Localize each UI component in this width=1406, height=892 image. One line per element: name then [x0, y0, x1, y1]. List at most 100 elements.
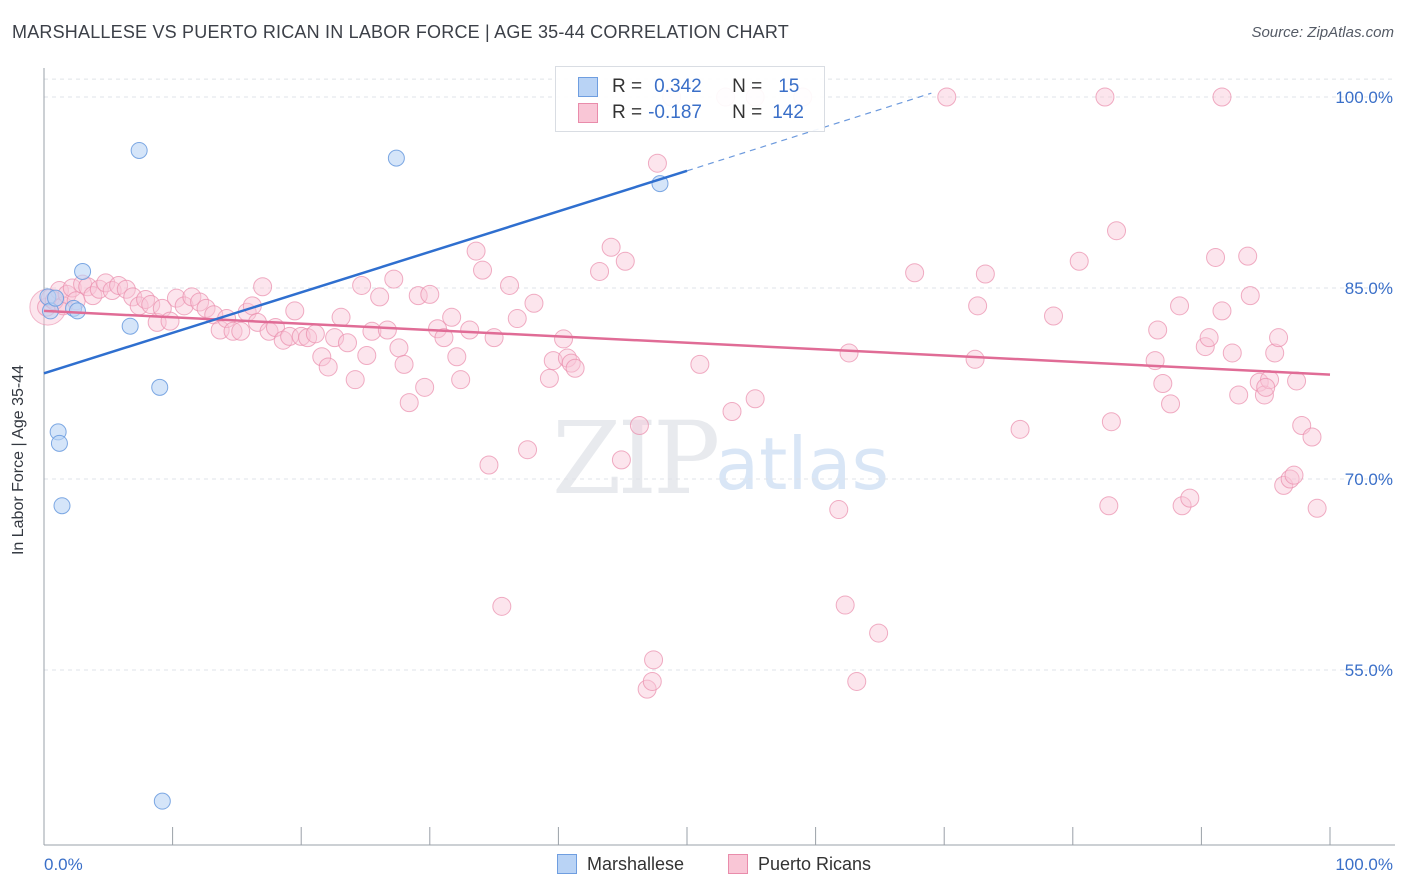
trendline-marshallese	[43, 169, 688, 375]
legend-swatch-puerto-ricans	[578, 103, 598, 123]
data-point-puerto-ricans	[554, 329, 574, 349]
data-point-puerto-ricans	[847, 671, 867, 691]
legend-n-label: N =	[732, 76, 763, 97]
data-point-puerto-ricans	[1229, 385, 1249, 405]
data-point-puerto-ricans	[1161, 394, 1181, 414]
data-point-puerto-ricans	[1302, 427, 1322, 447]
data-point-puerto-ricans	[415, 377, 435, 397]
data-point-puerto-ricans	[384, 269, 404, 289]
x-tick-label: 100.0%	[1335, 855, 1393, 874]
data-point-puerto-ricans	[460, 320, 480, 340]
data-point-puerto-ricans	[1148, 320, 1168, 340]
data-point-puerto-ricans	[1172, 496, 1192, 516]
data-point-puerto-ricans	[1284, 465, 1304, 485]
bottom-legend-swatch-puerto-ricans	[728, 854, 748, 874]
data-point-puerto-ricans	[479, 455, 499, 475]
data-point-puerto-ricans	[644, 650, 664, 670]
data-point-puerto-ricans	[647, 153, 667, 173]
data-point-puerto-ricans	[1107, 221, 1127, 241]
data-point-puerto-ricans	[389, 338, 409, 358]
data-point-puerto-ricans	[370, 287, 390, 307]
data-point-marshallese	[121, 317, 139, 335]
data-point-marshallese	[53, 497, 71, 515]
data-point-puerto-ricans	[839, 343, 859, 363]
data-point-puerto-ricans	[629, 416, 649, 436]
data-point-marshallese	[151, 378, 169, 396]
data-point-puerto-ricans	[1170, 296, 1190, 316]
data-point-puerto-ricans	[507, 309, 527, 329]
data-point-puerto-ricans	[611, 450, 631, 470]
data-point-puerto-ricans	[166, 288, 186, 308]
data-point-puerto-ricans	[447, 347, 467, 367]
data-point-puerto-ricans	[1280, 469, 1300, 489]
data-point-puerto-ricans	[615, 251, 635, 271]
x-tick-label: 0.0%	[44, 855, 83, 874]
data-point-puerto-ricans	[968, 296, 988, 316]
legend-row-puerto-ricans: R = -0.187 N = 142	[578, 101, 804, 125]
data-point-puerto-ricans	[1212, 87, 1232, 107]
data-point-puerto-ricans	[1307, 498, 1327, 518]
data-point-puerto-ricans	[196, 298, 216, 318]
y-tick-label: 100.0%	[1335, 88, 1393, 107]
data-point-puerto-ricans	[722, 402, 742, 422]
data-point-puerto-ricans	[1044, 306, 1064, 326]
data-point-puerto-ricans	[601, 237, 621, 257]
data-point-marshallese	[130, 141, 148, 159]
trendline-puerto-ricans	[43, 309, 1331, 376]
chart-title: MARSHALLESE VS PUERTO RICAN IN LABOR FOR…	[12, 22, 789, 42]
legend-r-label: R =	[612, 76, 643, 97]
data-point-puerto-ricans	[590, 261, 610, 281]
data-point-puerto-ricans	[357, 345, 377, 365]
legend-r-value: 0.342	[654, 76, 702, 97]
data-point-puerto-ricans	[835, 595, 855, 615]
data-point-puerto-ricans	[1256, 377, 1276, 397]
data-point-puerto-ricans	[337, 333, 357, 353]
legend-n-label: N =	[732, 102, 763, 123]
bottom-legend-puerto-ricans: Puerto Ricans	[728, 852, 871, 876]
data-point-puerto-ricans	[565, 358, 585, 378]
trendline-marshallese-extension	[686, 92, 932, 172]
data-point-puerto-ricans	[466, 241, 486, 261]
data-point-puerto-ricans	[102, 281, 122, 301]
data-point-puerto-ricans	[1238, 246, 1258, 266]
data-point-puerto-ricans	[1180, 488, 1200, 508]
data-point-puerto-ricans	[518, 440, 538, 460]
data-point-puerto-ricans	[394, 354, 414, 374]
y-axis-title: In Labor Force | Age 35-44	[10, 364, 27, 556]
data-point-puerto-ricans	[975, 264, 995, 284]
data-point-puerto-ricans	[1212, 301, 1232, 321]
data-point-puerto-ricans	[442, 307, 462, 327]
y-tick-label: 55.0%	[1345, 661, 1393, 680]
data-point-puerto-ricans	[1240, 286, 1260, 306]
data-point-puerto-ricans	[62, 278, 82, 298]
data-point-puerto-ricans	[1099, 496, 1119, 516]
data-point-puerto-ricans	[1010, 419, 1030, 439]
data-point-puerto-ricans	[539, 368, 559, 388]
data-point-puerto-ricans	[223, 321, 243, 341]
data-point-puerto-ricans	[1265, 343, 1285, 363]
data-point-puerto-ricans	[420, 284, 440, 304]
data-point-puerto-ricans	[937, 87, 957, 107]
data-point-marshallese	[153, 792, 171, 810]
data-point-puerto-ricans	[253, 277, 273, 297]
y-tick-label: 85.0%	[1345, 279, 1393, 298]
data-point-puerto-ricans	[312, 347, 332, 367]
data-point-marshallese	[50, 434, 68, 452]
data-point-puerto-ricans	[1287, 371, 1307, 391]
data-point-puerto-ricans	[141, 295, 161, 315]
data-point-puerto-ricans	[492, 596, 512, 616]
legend-r-value: -0.187	[648, 102, 702, 123]
legend-r-label: R =	[612, 102, 643, 123]
data-point-puerto-ricans	[1254, 385, 1274, 405]
data-point-marshallese	[74, 262, 92, 280]
data-point-puerto-ricans	[116, 279, 136, 299]
data-point-marshallese	[387, 149, 405, 167]
data-point-puerto-ricans	[473, 260, 493, 280]
data-point-puerto-ricans	[434, 328, 454, 348]
data-point-puerto-ricans	[690, 354, 710, 374]
data-point-puerto-ricans	[484, 328, 504, 348]
data-point-puerto-ricans	[1101, 412, 1121, 432]
data-point-puerto-ricans	[829, 500, 849, 520]
bottom-legend: Marshallese Puerto Ricans	[0, 852, 1406, 878]
